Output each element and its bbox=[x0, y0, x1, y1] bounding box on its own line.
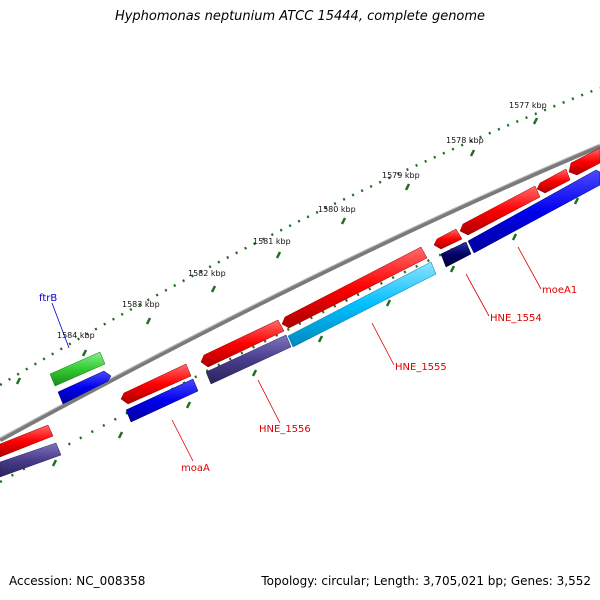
leader-line-HNE_1554 bbox=[465, 273, 490, 317]
reverse-features bbox=[0, 169, 600, 478]
kbp-label: 1583 kbp bbox=[122, 300, 160, 309]
map-title: Hyphomonas neptunium ATCC 15444, complet… bbox=[114, 9, 486, 24]
kbp-label: 1580 kbp bbox=[318, 205, 356, 214]
feature-arrow[interactable] bbox=[0, 424, 54, 458]
forward-features bbox=[0, 147, 600, 458]
leader-line-HNE_1555 bbox=[371, 322, 395, 366]
feature-arrow[interactable] bbox=[568, 147, 600, 176]
leader-line-HNE_1556 bbox=[257, 379, 281, 424]
leader-line-moeA1 bbox=[517, 246, 542, 290]
outer-ruler-ticks bbox=[15, 117, 539, 385]
feature-arrow[interactable] bbox=[440, 241, 472, 268]
leader-line-moaA bbox=[171, 419, 194, 462]
kbp-label: 1584 kbp bbox=[57, 331, 95, 340]
feature-arrow[interactable] bbox=[120, 363, 192, 405]
feature-arrow[interactable] bbox=[49, 351, 106, 387]
leader-lines bbox=[51, 246, 542, 462]
kbp-label: 1579 kbp bbox=[382, 171, 420, 180]
ftrB-features bbox=[49, 351, 112, 405]
gene-label-moaA[interactable]: moaA bbox=[181, 463, 210, 474]
gene-label-ftrB[interactable]: ftrB bbox=[39, 293, 57, 304]
gene-label-HNE_1554[interactable]: HNE_1554 bbox=[490, 313, 542, 324]
feature-arrow[interactable] bbox=[205, 334, 292, 385]
inner-ruler-ticks bbox=[51, 197, 580, 467]
kbp-label: 1577 kbp bbox=[509, 101, 547, 110]
gene-label-HNE_1556[interactable]: HNE_1556 bbox=[259, 424, 311, 435]
feature-arrow[interactable] bbox=[459, 185, 541, 236]
kbp-label: 1582 kbp bbox=[188, 269, 226, 278]
topology-text: Topology: circular; Length: 3,705,021 bp… bbox=[261, 574, 591, 588]
feature-arrow[interactable] bbox=[281, 246, 428, 329]
feature-arrow[interactable] bbox=[536, 168, 571, 194]
kbp-label: 1581 kbp bbox=[253, 237, 291, 246]
genome-backbone bbox=[0, 143, 600, 442]
gene-label-moeA1[interactable]: moeA1 bbox=[542, 285, 577, 296]
leader-line-ftrB bbox=[51, 302, 70, 349]
kbp-label: 1578 kbp bbox=[446, 136, 484, 145]
accession-text: Accession: NC_008358 bbox=[9, 574, 146, 588]
feature-arrow[interactable] bbox=[125, 378, 199, 423]
feature-arrow[interactable] bbox=[200, 319, 285, 368]
feature-arrow[interactable] bbox=[0, 442, 62, 478]
feature-arrow[interactable] bbox=[57, 370, 112, 405]
feature-arrow[interactable] bbox=[467, 169, 600, 254]
gene-label-HNE_1555[interactable]: HNE_1555 bbox=[395, 362, 447, 373]
feature-arrow[interactable] bbox=[287, 261, 437, 348]
feature-arrow[interactable] bbox=[433, 228, 463, 250]
